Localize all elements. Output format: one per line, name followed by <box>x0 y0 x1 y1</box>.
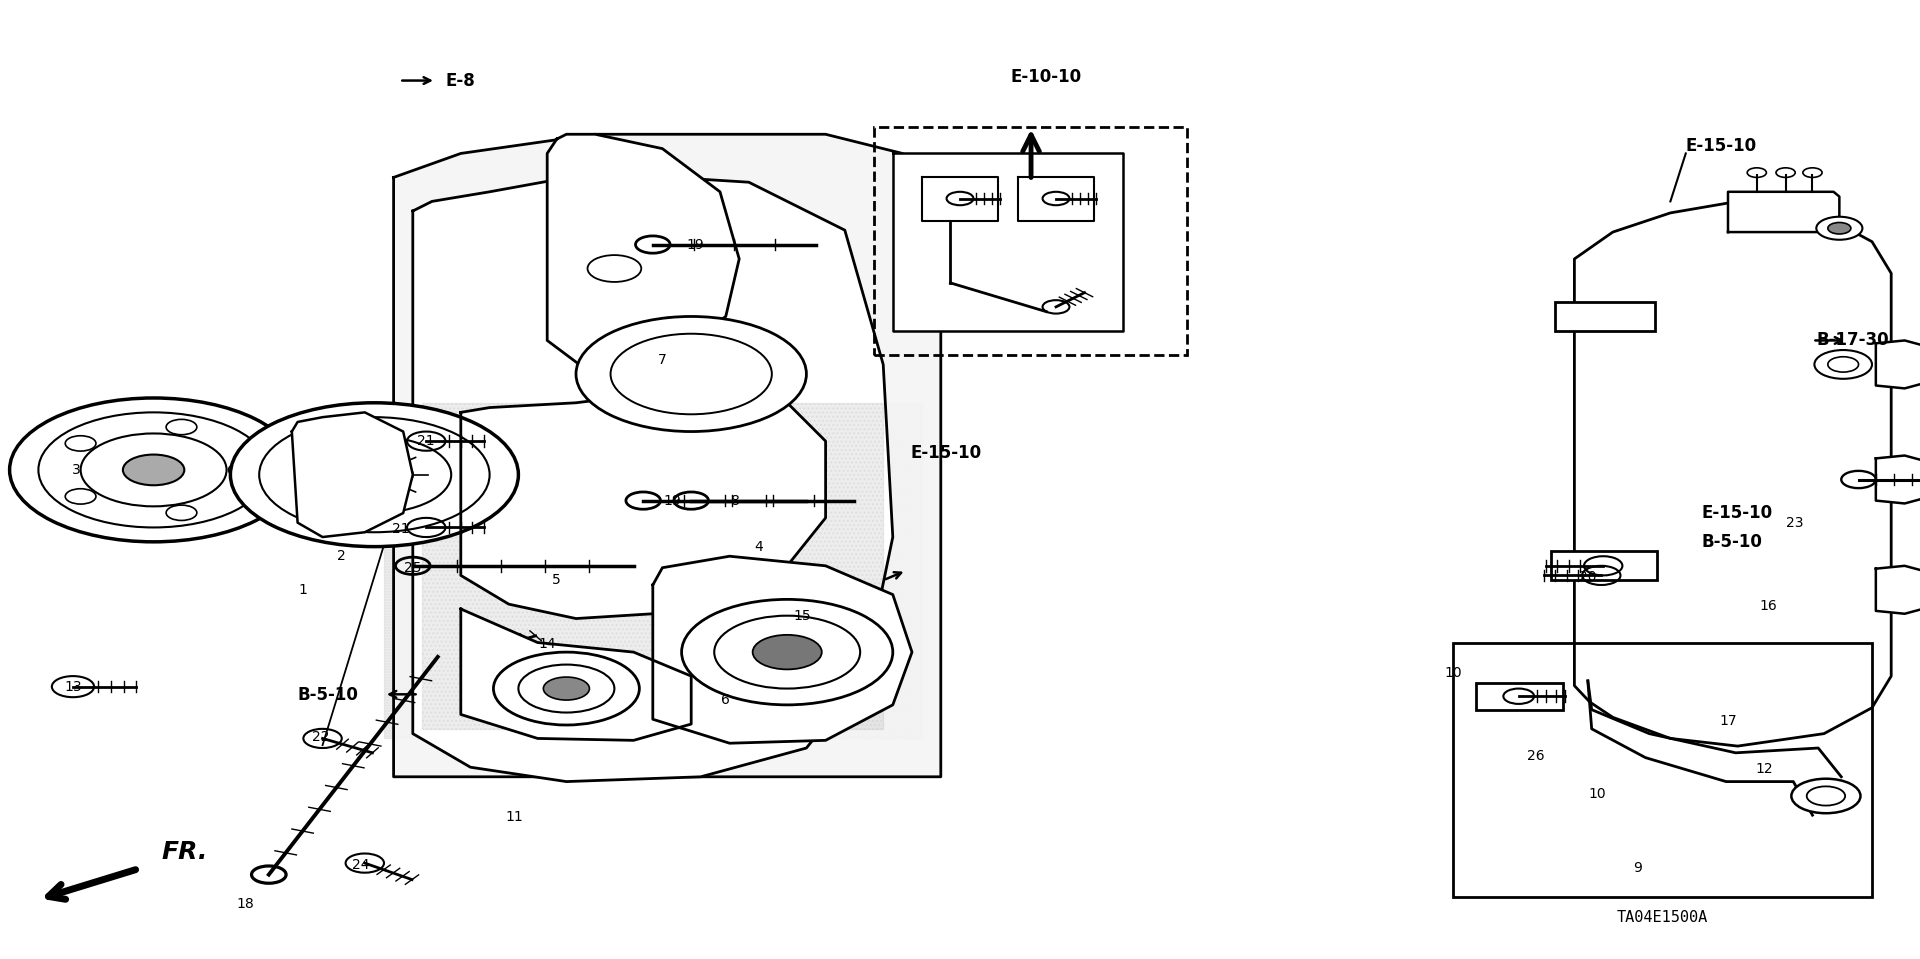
Circle shape <box>1791 779 1860 813</box>
Text: B-5-10: B-5-10 <box>298 687 359 704</box>
Polygon shape <box>1876 566 1920 614</box>
Polygon shape <box>422 403 883 729</box>
Polygon shape <box>893 153 1123 331</box>
Text: FR.: FR. <box>161 840 207 864</box>
Polygon shape <box>292 412 413 537</box>
Text: 21: 21 <box>417 434 436 448</box>
Text: 17: 17 <box>1718 714 1738 728</box>
Bar <box>1551 551 1657 580</box>
Bar <box>1476 683 1563 710</box>
Text: 19: 19 <box>685 238 705 251</box>
Circle shape <box>230 403 518 547</box>
Polygon shape <box>1876 340 1920 388</box>
Text: 22: 22 <box>311 730 330 743</box>
Text: 24: 24 <box>351 858 371 872</box>
Text: 1: 1 <box>300 583 307 596</box>
Text: B-5-10: B-5-10 <box>1701 533 1763 550</box>
Circle shape <box>10 398 298 542</box>
Text: 9: 9 <box>1634 861 1642 875</box>
Polygon shape <box>461 388 826 619</box>
Text: 25: 25 <box>403 561 422 574</box>
Bar <box>1555 302 1655 331</box>
Circle shape <box>543 677 589 700</box>
Polygon shape <box>547 134 739 369</box>
Text: 10: 10 <box>1588 787 1607 801</box>
Text: 4: 4 <box>755 540 762 553</box>
Circle shape <box>493 652 639 725</box>
Text: 20: 20 <box>1578 571 1597 584</box>
Text: E-15-10: E-15-10 <box>910 444 981 461</box>
Text: 21: 21 <box>392 523 411 536</box>
Polygon shape <box>413 173 893 782</box>
Text: 8: 8 <box>732 494 739 507</box>
Polygon shape <box>1574 201 1891 746</box>
Text: 2: 2 <box>338 550 346 563</box>
Text: TA04E1500A: TA04E1500A <box>1617 910 1709 925</box>
Text: 26: 26 <box>1526 749 1546 762</box>
Text: 5: 5 <box>553 573 561 587</box>
Circle shape <box>1816 217 1862 240</box>
Text: 7: 7 <box>659 353 666 366</box>
Circle shape <box>576 316 806 432</box>
Text: 13: 13 <box>63 680 83 693</box>
Polygon shape <box>922 177 998 221</box>
Polygon shape <box>1728 192 1839 232</box>
Text: E-15-10: E-15-10 <box>1686 137 1757 154</box>
Circle shape <box>753 635 822 669</box>
Text: 23: 23 <box>1786 516 1805 529</box>
Circle shape <box>1814 350 1872 379</box>
Text: 6: 6 <box>722 693 730 707</box>
Circle shape <box>1828 222 1851 234</box>
Text: 12: 12 <box>1755 762 1774 776</box>
Text: B-17-30: B-17-30 <box>1816 332 1889 349</box>
Polygon shape <box>394 134 941 777</box>
Polygon shape <box>653 556 912 743</box>
Polygon shape <box>461 609 691 740</box>
Circle shape <box>123 455 184 485</box>
Text: 19: 19 <box>662 494 682 507</box>
Text: 15: 15 <box>793 609 812 622</box>
Polygon shape <box>1876 456 1920 503</box>
Polygon shape <box>1018 177 1094 221</box>
Text: E-8: E-8 <box>445 72 474 89</box>
Text: 16: 16 <box>1759 599 1778 613</box>
Bar <box>1453 643 1872 897</box>
Text: 11: 11 <box>505 810 524 824</box>
Text: 10: 10 <box>1444 667 1463 680</box>
Text: 3: 3 <box>73 463 81 477</box>
Bar <box>874 127 1187 355</box>
Text: 14: 14 <box>538 638 557 651</box>
Text: 18: 18 <box>236 898 255 911</box>
Circle shape <box>336 456 413 494</box>
Polygon shape <box>384 403 922 738</box>
Text: E-10-10: E-10-10 <box>1010 68 1083 85</box>
Text: E-15-10: E-15-10 <box>1701 504 1772 522</box>
Circle shape <box>682 599 893 705</box>
